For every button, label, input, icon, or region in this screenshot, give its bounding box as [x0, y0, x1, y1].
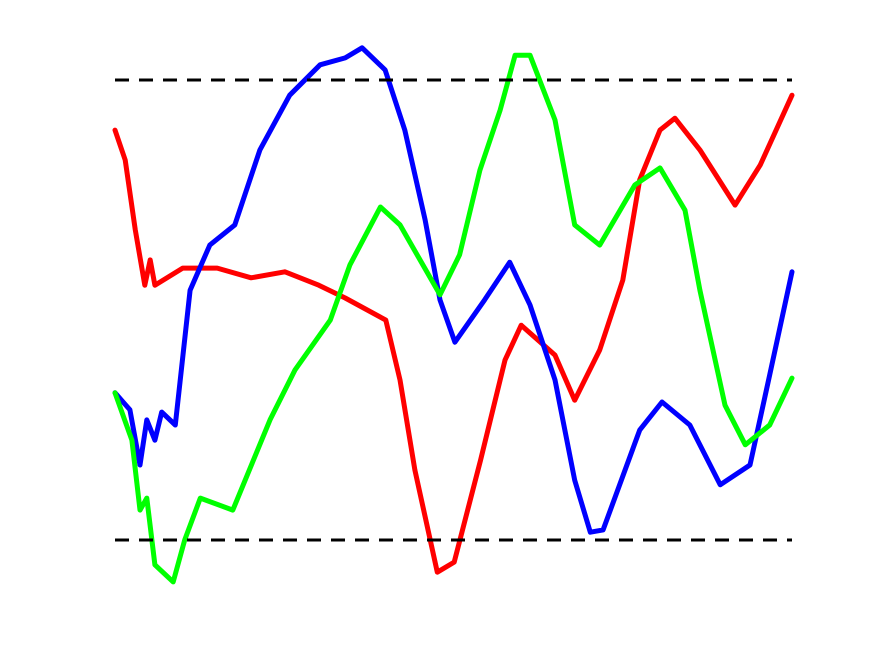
data-line	[112, 52, 795, 585]
data-line	[112, 45, 795, 535]
data-line	[112, 92, 795, 575]
